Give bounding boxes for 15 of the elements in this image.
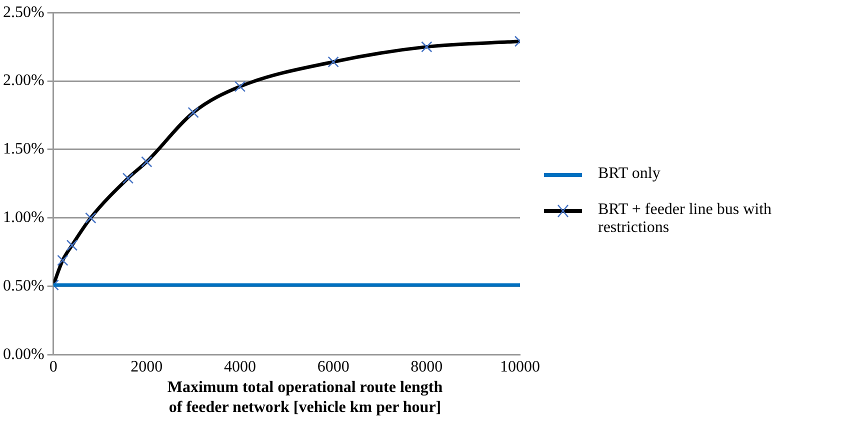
x-axis-title: Maximum total operational route length of feeder network [vehicle km per hour] (166, 378, 444, 418)
x-tick-label: 10000 (500, 358, 540, 376)
x-tick-label: 0 (49, 358, 58, 376)
x-tick-label: 8000 (410, 358, 443, 376)
x-tick-label: 4000 (224, 358, 256, 376)
x-tick-label: 6000 (317, 358, 350, 376)
legend-label: BRT only (598, 165, 660, 183)
y-tick-label: 1.50% (3, 140, 44, 158)
legend-label: BRT + feeder line bus with restrictions (598, 201, 773, 237)
y-tick-label: 0.00% (3, 346, 44, 364)
y-tick-label: 0.50% (3, 278, 44, 295)
y-tick-label: 2.00% (3, 72, 44, 90)
y-tick-label: 1.00% (3, 209, 44, 226)
y-tick-label: 2.50% (3, 4, 44, 21)
x-tick-label: 2000 (130, 358, 163, 376)
